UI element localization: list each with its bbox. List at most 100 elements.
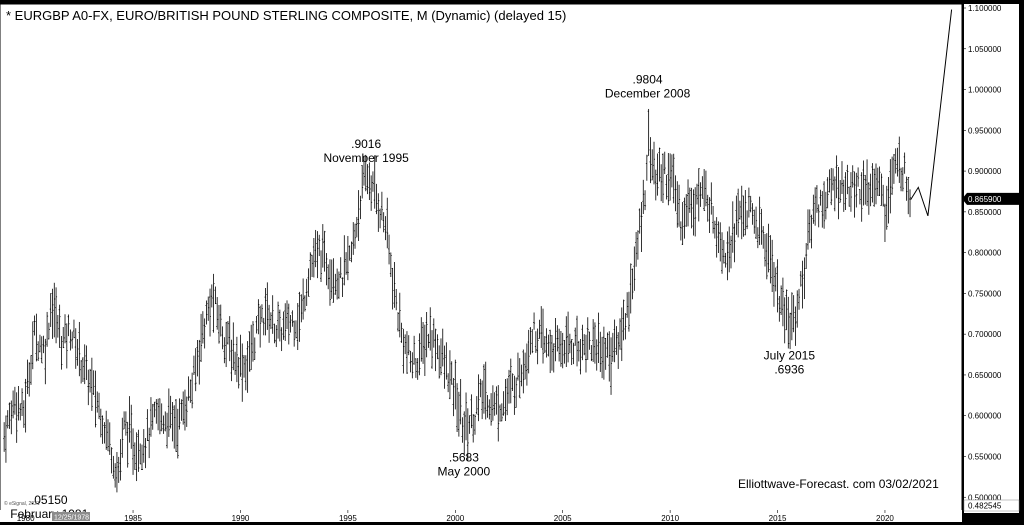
ohlc-bar: [678, 184, 681, 227]
ohlc-bar: [765, 233, 768, 280]
ohlc-bar: [339, 257, 342, 279]
ohlc-bar: [688, 187, 691, 213]
ohlc-bar: [31, 321, 34, 370]
ohlc-bar: [493, 392, 496, 416]
ohlc-bar: [28, 362, 31, 397]
ohlc-bar: [423, 324, 426, 377]
ohlc-bar: [85, 345, 88, 380]
ohlc-bar: [420, 317, 423, 362]
ohlc-bar: [114, 463, 117, 488]
ohlc-bar: [771, 239, 774, 293]
time-axis[interactable]: [0, 510, 962, 522]
ohlc-bar: [287, 303, 290, 345]
ohlc-bar: [26, 359, 29, 394]
ohlc-bar: [334, 273, 337, 295]
ohlc-bar: [133, 442, 136, 470]
ohlc-bar: [482, 364, 485, 414]
bottom-price-box: [963, 499, 1020, 512]
ohlc-bar: [352, 222, 355, 255]
ohlc-bar: [520, 364, 523, 387]
y-tick-label: 1.100000: [968, 4, 1002, 13]
ohlc-bar: [506, 378, 509, 416]
ohlc-bar: [694, 187, 697, 237]
ohlc-bar: [90, 357, 93, 411]
ohlc-bar: [64, 314, 67, 344]
price-axis[interactable]: [964, 4, 1019, 513]
ohlc-bar: [536, 328, 539, 365]
ohlc-bar: [294, 320, 297, 339]
bottom-price-label: 0.482545: [968, 502, 1002, 511]
ohlc-bar: [563, 339, 566, 364]
ohlc-bar: [704, 170, 707, 207]
ohlc-bar: [307, 268, 310, 297]
x-tick-label: 1980: [17, 514, 35, 523]
ohlc-bar: [362, 155, 365, 186]
ohlc-bar: [862, 160, 865, 206]
ohlc-bar: [246, 341, 249, 393]
ohlc-bar: [599, 331, 602, 372]
ohlc-bar: [776, 259, 779, 313]
projection-path: [910, 9, 953, 217]
ohlc-bar: [901, 167, 904, 192]
ohlc-bar: [450, 361, 453, 385]
ohlc-bar: [180, 399, 183, 421]
ohlc-bar: [42, 335, 45, 354]
y-tick-label: 0.950000: [968, 126, 1002, 135]
ohlc-bar: [60, 335, 63, 370]
annotation-line-1: .9804: [633, 73, 663, 87]
ohlc-bar: [355, 216, 358, 238]
ohlc-bar: [200, 313, 203, 362]
ohlc-bar: [900, 167, 903, 192]
ohlc-bar: [80, 360, 83, 384]
ohlc-bar: [158, 398, 161, 435]
ohlc-bar: [876, 167, 879, 196]
ohlc-bar: [905, 176, 908, 201]
ohlc-bar: [635, 231, 638, 267]
ohlc-bar: [486, 394, 489, 418]
ohlc-bar: [98, 392, 101, 420]
ohlc-bar: [864, 174, 867, 205]
ohlc-bar: [375, 183, 378, 215]
y-tick-label: 0.600000: [968, 412, 1002, 421]
ohlc-bar: [527, 329, 530, 374]
ohlc-bar: [296, 303, 299, 351]
ohlc-bar: [661, 153, 664, 203]
ohlc-bar: [13, 386, 16, 415]
ohlc-bar: [431, 330, 434, 369]
y-tick-label: 0.650000: [968, 371, 1002, 380]
ohlc-bar: [244, 355, 247, 391]
ohlc-bar: [176, 408, 179, 459]
ohlc-bar: [798, 288, 801, 310]
ohlc-bar: [842, 179, 845, 212]
ohlc-bar: [434, 328, 437, 372]
ohlc-bar: [448, 350, 451, 400]
ohlc-bar: [209, 288, 212, 337]
ohlc-bar: [62, 326, 65, 349]
ohlc-bar: [737, 188, 740, 238]
ohlc-bar: [398, 292, 401, 338]
ohlc-bar: [262, 317, 265, 336]
ohlc-bar: [164, 411, 167, 432]
ohlc-bar: [237, 357, 240, 389]
ohlc-bar: [722, 240, 725, 264]
ohlc-bar: [626, 292, 629, 318]
ohlc-bar: [774, 267, 777, 292]
ohlc-bar: [778, 296, 781, 322]
ohlc-bar: [695, 183, 698, 205]
ohlc-bar: [570, 339, 573, 366]
ohlc-bar: [219, 304, 222, 337]
ohlc-bar: [384, 216, 387, 241]
ohlc-bar: [810, 214, 813, 249]
cursor-date-box: [52, 512, 90, 521]
ohlc-bar: [160, 403, 163, 432]
ohlc-bar: [341, 277, 344, 298]
ohlc-bar: [302, 278, 305, 320]
ohlc-bar: [266, 282, 269, 330]
ohlc-bar: [305, 278, 308, 306]
ohlc-bar: [633, 246, 636, 291]
ohlc-bar: [581, 324, 584, 361]
ohlc-bar: [87, 369, 90, 406]
ohlc-bar: [461, 417, 464, 443]
ohlc-bar: [701, 176, 704, 199]
